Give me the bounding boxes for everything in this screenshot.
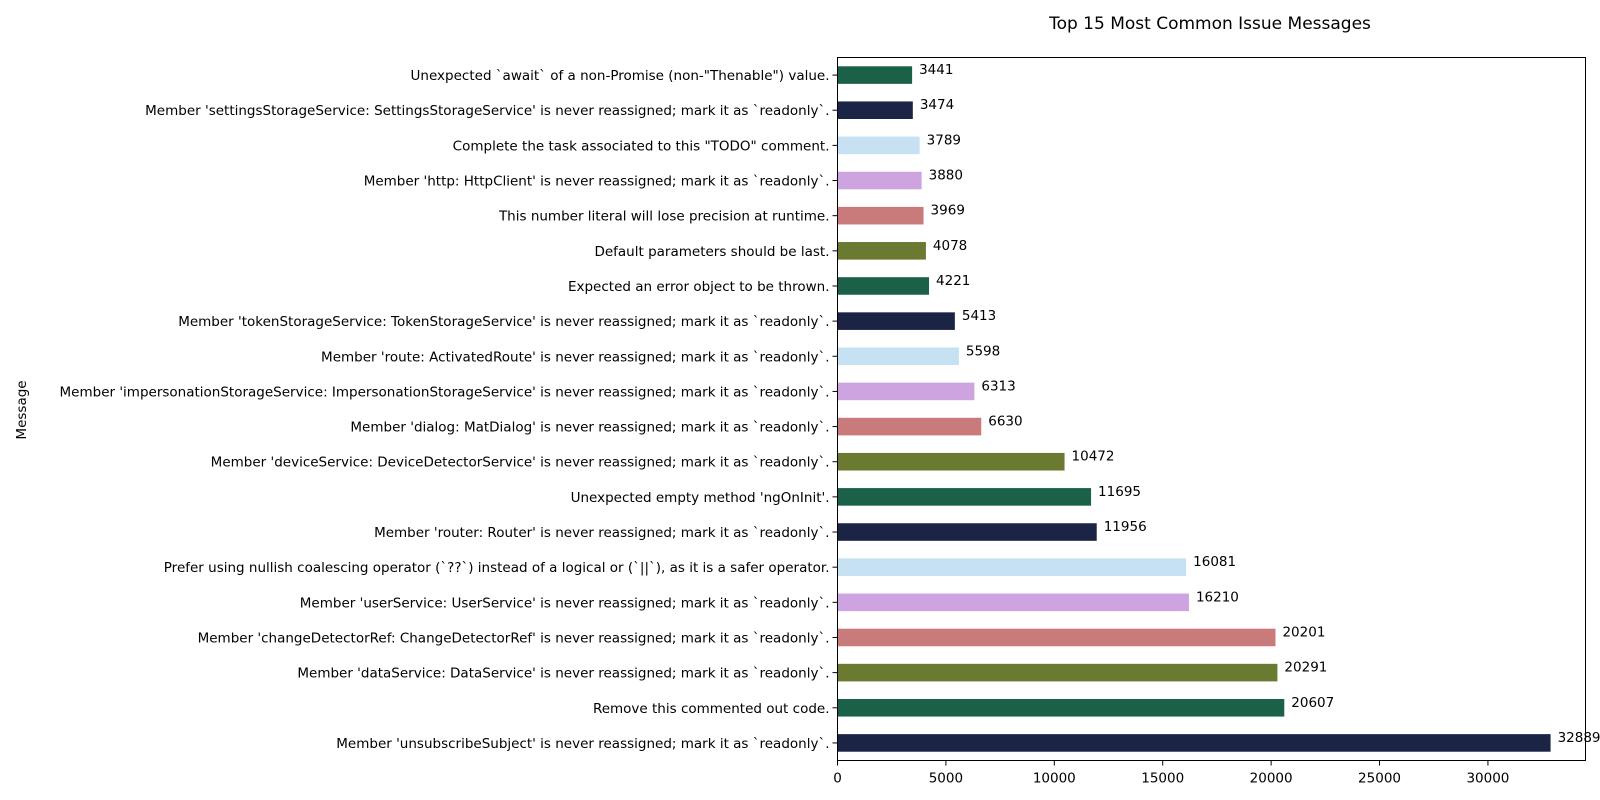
bar	[837, 698, 1285, 717]
data-label: 11956	[1104, 519, 1147, 535]
bars-group	[837, 66, 1551, 752]
category-label: Prefer using nullish coalescing operator…	[164, 560, 830, 576]
value-labels: 32889 20607 20291 20201 16210 16081 11956 11695…	[919, 62, 1600, 746]
bar	[837, 382, 975, 401]
bar	[837, 734, 1551, 752]
x-tick-label: 25000	[1358, 771, 1401, 787]
data-label: 6630	[988, 414, 1022, 430]
category-label: Member 'dialog: MatDialog' is never reas…	[350, 420, 829, 436]
data-label: 3969	[931, 203, 965, 219]
category-label: Remove this commented out code.	[593, 701, 830, 717]
x-tick-label: 20000	[1250, 771, 1293, 787]
category-label: Member 'http: HttpClient' is never reass…	[364, 174, 830, 190]
category-label: Complete the task associated to this "TO…	[453, 138, 830, 154]
category-label: Member 'settingsStorageService: Settings…	[145, 103, 829, 119]
data-label: 11695	[1098, 484, 1141, 500]
data-label: 3474	[920, 97, 954, 113]
bar	[837, 136, 920, 155]
y-axis-label: Message	[14, 380, 30, 439]
data-label: 3880	[929, 168, 963, 184]
bar	[837, 347, 959, 366]
bar	[837, 171, 922, 190]
data-label: 3441	[919, 62, 953, 78]
category-label: Member 'impersonationStorageService: Imp…	[60, 384, 830, 400]
bar	[837, 277, 930, 295]
data-label: 4078	[933, 238, 967, 254]
x-tick-label: 5000	[929, 771, 963, 787]
category-label: Member 'tokenStorageService: TokenStorag…	[178, 314, 829, 330]
data-label: 16210	[1196, 589, 1239, 605]
bar	[837, 312, 955, 330]
category-label: Expected an error object to be thrown.	[568, 279, 830, 295]
x-axis-ticks: 0 5000 10000 15000 20000 25000 30000	[833, 760, 1509, 787]
bar	[837, 628, 1276, 647]
bar	[837, 452, 1065, 471]
data-label: 16081	[1193, 554, 1236, 570]
bar	[837, 66, 913, 84]
x-tick-label: 0	[833, 771, 842, 787]
x-tick-label: 10000	[1033, 771, 1076, 787]
bar	[837, 523, 1097, 541]
category-label: Member 'userService: UserService' is nev…	[300, 595, 830, 611]
data-label: 5598	[966, 343, 1000, 359]
data-label: 5413	[962, 308, 996, 324]
bar	[837, 206, 924, 225]
data-label: 3789	[927, 132, 961, 148]
bar	[837, 558, 1187, 576]
category-label: Member 'dataService: DataService' is nev…	[297, 666, 829, 682]
category-label: Member 'router: Router' is never reassig…	[374, 525, 829, 541]
category-label: Default parameters should be last.	[594, 244, 829, 260]
category-label: Member 'changeDetectorRef: ChangeDetecto…	[198, 630, 830, 646]
category-label: Member 'route: ActivatedRoute' is never …	[321, 349, 829, 365]
category-labels: Member 'unsubscribeSubject' is never rea…	[60, 68, 838, 752]
category-label: This number literal will lose precision …	[498, 209, 830, 225]
data-label: 10472	[1072, 449, 1115, 465]
data-label: 20291	[1284, 660, 1327, 676]
data-label: 4221	[936, 273, 970, 289]
data-label: 20607	[1291, 695, 1334, 711]
data-label: 6313	[981, 378, 1015, 394]
x-tick-label: 30000	[1466, 771, 1509, 787]
bar	[837, 593, 1189, 612]
category-label: Unexpected empty method 'ngOnInit'.	[571, 490, 830, 506]
data-label: 20201	[1282, 624, 1325, 640]
bar	[837, 242, 926, 260]
bar	[837, 101, 913, 120]
category-label: Member 'deviceService: DeviceDetectorSer…	[211, 455, 830, 471]
bar	[837, 663, 1278, 682]
category-label: Member 'unsubscribeSubject' is never rea…	[336, 736, 829, 752]
bar	[837, 488, 1092, 506]
x-tick-label: 15000	[1141, 771, 1184, 787]
category-label: Unexpected `await` of a non-Promise (non…	[411, 68, 830, 84]
data-label: 32889	[1558, 730, 1600, 746]
bar	[837, 417, 982, 436]
plot-frame	[837, 57, 1586, 761]
chart-title: Top 15 Most Common Issue Messages	[1048, 14, 1371, 34]
